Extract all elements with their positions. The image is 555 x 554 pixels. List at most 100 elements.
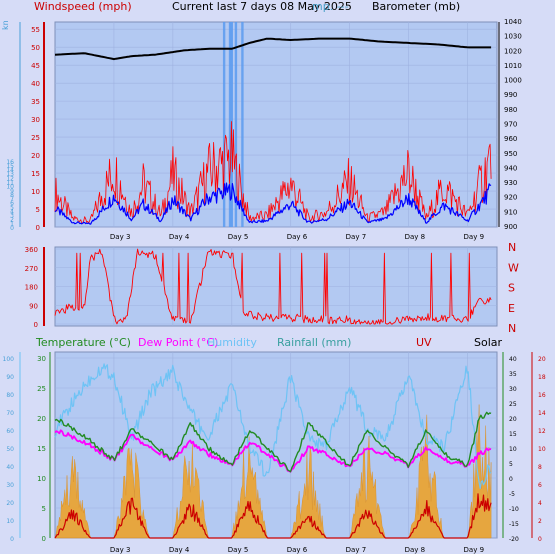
y-tick-label-mb: 990 xyxy=(504,91,517,99)
y-tick-label-right2: 2 xyxy=(538,518,542,525)
x-tick-label: Day 5 xyxy=(228,233,249,241)
compass-label: E xyxy=(508,302,515,315)
y-tick-label-humidity: 60 xyxy=(6,428,14,435)
x-tick-label: Day 6 xyxy=(287,233,308,241)
y-tick-label-kn: 8 xyxy=(10,192,14,199)
y-tick-label-deg: 360 xyxy=(25,246,38,254)
y-tick-label-mb: 930 xyxy=(504,179,517,187)
y-tick-label-humidity: 50 xyxy=(6,446,14,453)
x-tick-label: Day 9 xyxy=(464,546,485,554)
x-tick-label: Day 3 xyxy=(110,546,131,554)
y-tick-label-mph: 35 xyxy=(31,98,40,106)
y-tick-label-right1: 30 xyxy=(509,386,517,393)
y-tick-label-kn: 10 xyxy=(6,184,14,191)
y-tick-label-mph: 55 xyxy=(31,26,40,34)
y-tick-label-right2: 4 xyxy=(538,500,542,507)
y-tick-label-kn: 3 xyxy=(10,213,14,220)
humidity-label: Humidity xyxy=(207,336,257,349)
y-tick-label-humidity: 90 xyxy=(6,374,14,381)
y-tick-label-mb: 1020 xyxy=(504,47,522,55)
series-dewpoint-line xyxy=(54,429,492,473)
y-tick-label-mph: 25 xyxy=(31,134,40,142)
y-tick-label-kn: 12 xyxy=(6,175,14,182)
y-tick-label-mb: 900 xyxy=(504,223,517,231)
y-tick-label-mph: 5 xyxy=(36,206,40,214)
y-tick-label-deg: 180 xyxy=(25,284,38,292)
y-tick-label-temp: 20 xyxy=(37,415,46,423)
y-tick-label-right1: -20 xyxy=(509,536,519,543)
y-tick-label-mph: 50 xyxy=(31,44,40,52)
gust-spike-bar xyxy=(241,22,244,227)
y-tick-label-right2: 10 xyxy=(538,446,546,453)
solar-label: Solar xyxy=(474,336,503,349)
y-tick-label-kn: 4 xyxy=(10,208,14,215)
y-tick-label-right2: 16 xyxy=(538,392,546,399)
y-tick-label-mph: 30 xyxy=(31,116,40,124)
y-tick-label-right2: 20 xyxy=(538,356,546,363)
y-tick-label-humidity: 40 xyxy=(6,464,14,471)
uv-label: UV xyxy=(416,336,432,349)
y-tick-label-kn: 15 xyxy=(6,163,14,170)
y-tick-label-mph: 45 xyxy=(31,62,40,70)
gust-spike-bar xyxy=(234,22,238,227)
x-tick-label: Day 4 xyxy=(169,233,190,241)
x-tick-label: Day 3 xyxy=(110,233,131,241)
y-tick-label-right1: -15 xyxy=(509,521,519,528)
x-tick-label: Day 9 xyxy=(464,233,485,241)
y-tick-label-mb: 1030 xyxy=(504,33,522,41)
y-tick-label-humidity: 80 xyxy=(6,392,14,399)
y-tick-label-right2: 14 xyxy=(538,410,546,417)
y-tick-label-kn: 6 xyxy=(10,200,14,207)
series-humidity-line xyxy=(54,363,492,489)
y-tick-label-mph: 40 xyxy=(31,80,40,88)
y-tick-label-right1: 15 xyxy=(509,431,517,438)
kn-unit-label: kn xyxy=(1,20,10,30)
y-tick-label-right1: 25 xyxy=(509,401,517,408)
compass-label: W xyxy=(508,261,519,274)
x-tick-label: Day 5 xyxy=(228,546,249,554)
compass-label: N xyxy=(508,322,516,335)
y-tick-label-right1: 0 xyxy=(509,476,513,483)
y-tick-label-humidity: 70 xyxy=(6,410,14,417)
y-tick-label-kn: 9 xyxy=(10,188,14,195)
y-tick-label-deg: 0 xyxy=(34,321,38,329)
series-gust-line xyxy=(54,182,492,225)
y-tick-label-right1: 20 xyxy=(509,416,517,423)
y-tick-label-right2: 18 xyxy=(538,374,546,381)
y-tick-label-deg: 90 xyxy=(29,302,38,310)
y-tick-label-mb: 960 xyxy=(504,135,517,143)
y-tick-label-kn: 14 xyxy=(6,167,14,174)
y-tick-label-kn: 16 xyxy=(6,159,14,166)
y-tick-label-humidity: 0 xyxy=(10,536,14,543)
windspeed-label: Windspeed (mph) xyxy=(34,0,132,13)
y-tick-label-mb: 1000 xyxy=(504,77,522,85)
y-tick-label-temp: 10 xyxy=(37,475,46,483)
y-tick-label-temp: 25 xyxy=(37,385,46,393)
compass-label: N xyxy=(508,241,516,254)
x-tick-label: Day 6 xyxy=(287,546,308,554)
y-tick-label-right1: 10 xyxy=(509,446,517,453)
y-tick-label-mb: 950 xyxy=(504,150,517,158)
x-tick-label: Day 4 xyxy=(169,546,190,554)
y-tick-label-mb: 970 xyxy=(504,121,517,129)
y-tick-label-mph: 10 xyxy=(31,188,40,196)
x-tick-label: Day 8 xyxy=(405,233,426,241)
temperature-label: Temperature (°C) xyxy=(35,336,131,349)
gust-spike-bar xyxy=(222,22,226,227)
y-tick-label-temp: 5 xyxy=(42,505,46,513)
y-tick-label-mph: 20 xyxy=(31,152,40,160)
y-tick-label-right1: -5 xyxy=(509,491,515,498)
y-tick-label-mph: 15 xyxy=(31,170,40,178)
y-tick-label-mb: 1040 xyxy=(504,18,522,26)
gust-spike-bar xyxy=(228,22,232,227)
x-tick-label: Day 7 xyxy=(346,233,367,241)
y-tick-label-kn: 11 xyxy=(6,179,14,186)
y-tick-label-kn: 5 xyxy=(10,204,14,211)
y-tick-label-temp: 15 xyxy=(37,445,46,453)
y-tick-label-deg: 270 xyxy=(25,265,38,273)
y-tick-label-mb: 910 xyxy=(504,208,517,216)
y-tick-label-humidity: 20 xyxy=(6,500,14,507)
y-tick-label-humidity: 10 xyxy=(6,518,14,525)
y-tick-label-mb: 940 xyxy=(504,164,517,172)
